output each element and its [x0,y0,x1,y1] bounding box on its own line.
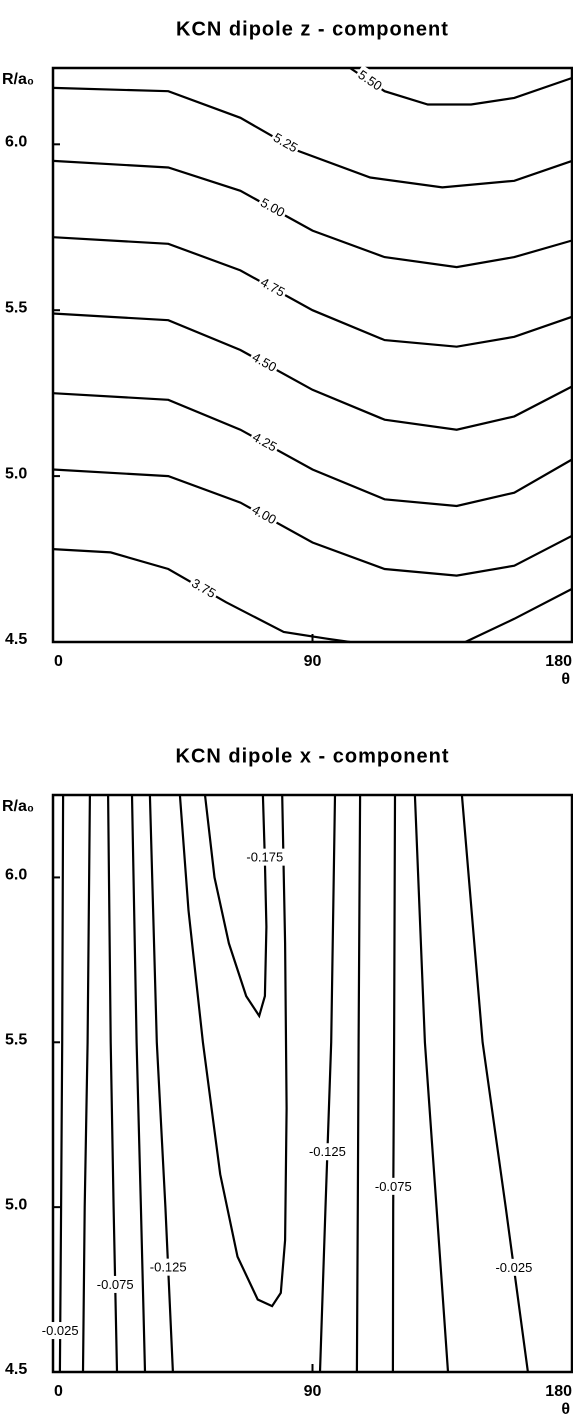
contour-label-group: -0.175 [244,848,286,866]
contour-line [52,86,573,189]
contour-line [52,548,573,644]
chart-title: KCN dipole z - component [176,18,449,40]
contour-line [52,236,573,348]
label-bg [268,127,303,158]
y-tick-label: 5.5 [5,299,27,316]
x-axis-label: θ [561,671,570,688]
contour-line [81,794,91,1373]
label-bg [306,1143,348,1161]
x-tick-label: 90 [304,1383,322,1400]
x-tick-label: 0 [54,1383,63,1400]
contour-line [52,312,573,431]
contour-line [148,794,174,1373]
y-tick-label: 4.5 [5,1361,27,1378]
contour-line [318,794,337,1373]
label-bg [247,427,282,457]
y-axis-label: R/a₀ [2,71,34,88]
plot-frame [51,66,573,644]
y-axis-label: R/a₀ [2,798,34,815]
contour-label-group: 3.75 [186,573,221,603]
label-bg [493,1258,535,1276]
contour-label-group: -0.125 [306,1143,348,1161]
contour-label-group: -0.075 [372,1177,414,1195]
contour-label-group: -0.075 [94,1275,136,1293]
label-bg [247,500,282,530]
label-bg [39,1322,81,1340]
contour-label: -0.125 [150,1260,187,1275]
plot: KCN dipole x - component R/a₀ θ 6.0 5.5 5.0 4.… [2,745,573,1418]
label-bg [247,347,282,377]
label-bg [353,64,387,96]
contour-label: -0.175 [246,850,283,865]
x-tick-label: 180 [545,653,572,670]
y-tick-label: 5.5 [5,1032,27,1049]
contour-line [52,392,573,508]
contour-line [413,794,450,1373]
contour-label-group: -0.025 [39,1322,81,1340]
contour-line [58,794,65,1373]
label-bg [372,1177,414,1195]
contour-label-group: 5.25 [268,127,303,158]
contour-line [52,159,573,269]
y-tick-label: 4.5 [5,631,27,648]
label-bg [255,192,290,222]
chart-title: KCN dipole x - component [176,745,450,767]
contour-label: -0.125 [309,1144,346,1159]
label-bg [94,1275,136,1293]
contour-line [178,794,288,1308]
contour-label: -0.075 [375,1179,412,1194]
contour-line [203,794,268,1019]
contour-line [130,794,147,1373]
label-bg [147,1258,189,1276]
contour-label-group: 5.50 [353,64,387,96]
x-axis-label: θ [561,1401,570,1418]
plot: KCN dipole z - component R/a₀ θ 6.0 5.5 5.0 4.… [2,18,573,688]
y-tick-label: 6.0 [5,867,27,884]
x-tick-label: 0 [54,653,63,670]
contour-label-group: 4.00 [247,500,282,530]
contour-line [391,794,397,1373]
contour-label: -0.075 [97,1277,134,1292]
contour-label-group: 4.75 [255,272,290,302]
contour-label-group: 4.25 [247,427,282,457]
y-tick-label: 6.0 [5,134,27,151]
contour-label: -0.025 [42,1323,79,1338]
contour-line [355,794,362,1373]
contour-label-group: 5.00 [255,192,290,222]
contour-line [52,468,573,577]
x-tick-label: 180 [545,1383,572,1400]
contour-label-group: -0.025 [493,1258,535,1276]
contour-label-group: 4.50 [247,347,282,377]
contour-label: -0.025 [495,1260,532,1275]
y-tick-label: 5.0 [5,1196,27,1213]
label-bg [255,272,290,302]
label-bg [186,573,221,603]
label-bg [244,848,286,866]
contour-line [460,794,529,1373]
contour-label-group: -0.125 [147,1258,189,1276]
x-tick-label: 90 [304,653,322,670]
y-tick-label: 5.0 [5,465,27,482]
